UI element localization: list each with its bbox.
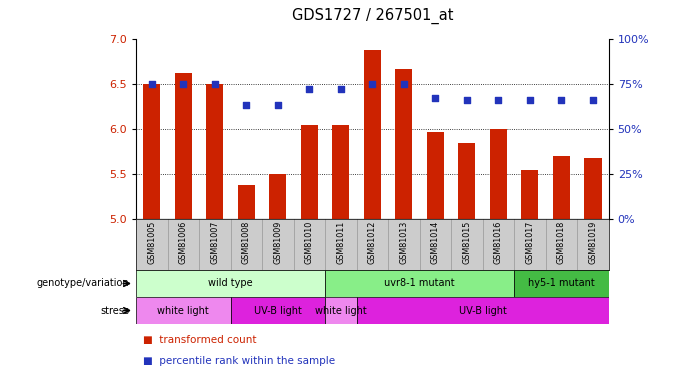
Bar (143, 84, 160, 219)
Point (556, 97, 567, 103)
Point (461, 97, 472, 103)
Text: GSM81015: GSM81015 (462, 221, 471, 264)
Bar (332, 125, 350, 219)
Point (335, 86, 346, 92)
Bar (490, 129, 507, 219)
Bar (136, 270, 325, 297)
Text: GSM81018: GSM81018 (557, 221, 566, 264)
Point (304, 86, 315, 92)
Point (177, 81, 188, 87)
Text: GSM81010: GSM81010 (305, 221, 313, 264)
Point (430, 95, 441, 101)
Text: hy5-1 mutant: hy5-1 mutant (528, 279, 595, 288)
Bar (231, 297, 325, 324)
Text: genotype/variation: genotype/variation (37, 279, 129, 288)
Bar (301, 125, 318, 219)
Text: ■  transformed count: ■ transformed count (143, 335, 256, 345)
Text: GDS1727 / 267501_at: GDS1727 / 267501_at (292, 8, 453, 24)
Text: white light: white light (157, 306, 209, 315)
Text: GSM81016: GSM81016 (494, 221, 503, 264)
Bar (395, 69, 413, 219)
Bar (553, 156, 570, 219)
Bar (514, 270, 609, 297)
Text: GSM81019: GSM81019 (588, 221, 597, 264)
Bar (356, 297, 609, 324)
Text: GSM81008: GSM81008 (242, 221, 251, 264)
Text: GSM81005: GSM81005 (148, 221, 156, 264)
Point (367, 81, 378, 87)
Text: GSM81011: GSM81011 (337, 221, 345, 264)
Text: ■  percentile rank within the sample: ■ percentile rank within the sample (143, 356, 335, 366)
Bar (584, 158, 602, 219)
Point (272, 102, 283, 108)
Text: uvr8-1 mutant: uvr8-1 mutant (384, 279, 455, 288)
Bar (458, 143, 475, 219)
Text: UV-B light: UV-B light (254, 306, 302, 315)
Text: GSM81014: GSM81014 (431, 221, 440, 264)
Point (209, 81, 220, 87)
Bar (269, 174, 286, 219)
Bar (325, 270, 514, 297)
Bar (206, 84, 224, 219)
Bar (364, 50, 381, 219)
Text: GSM81012: GSM81012 (368, 221, 377, 264)
Text: UV-B light: UV-B light (458, 306, 507, 315)
Text: GSM81009: GSM81009 (273, 221, 282, 264)
Bar (175, 73, 192, 219)
Point (493, 97, 504, 103)
Bar (521, 170, 539, 219)
Point (524, 97, 535, 103)
Bar (136, 297, 231, 324)
Text: GSM81007: GSM81007 (210, 221, 219, 264)
Bar (325, 297, 356, 324)
Text: stress: stress (100, 306, 129, 315)
Text: white light: white light (315, 306, 367, 315)
Text: wild type: wild type (208, 279, 253, 288)
Point (588, 97, 598, 103)
Point (398, 81, 409, 87)
Text: GSM81013: GSM81013 (399, 221, 408, 264)
Bar (237, 185, 255, 219)
Text: GSM81017: GSM81017 (526, 221, 534, 264)
Bar (426, 132, 444, 219)
Point (241, 102, 252, 108)
Text: GSM81006: GSM81006 (179, 221, 188, 264)
Point (146, 81, 157, 87)
